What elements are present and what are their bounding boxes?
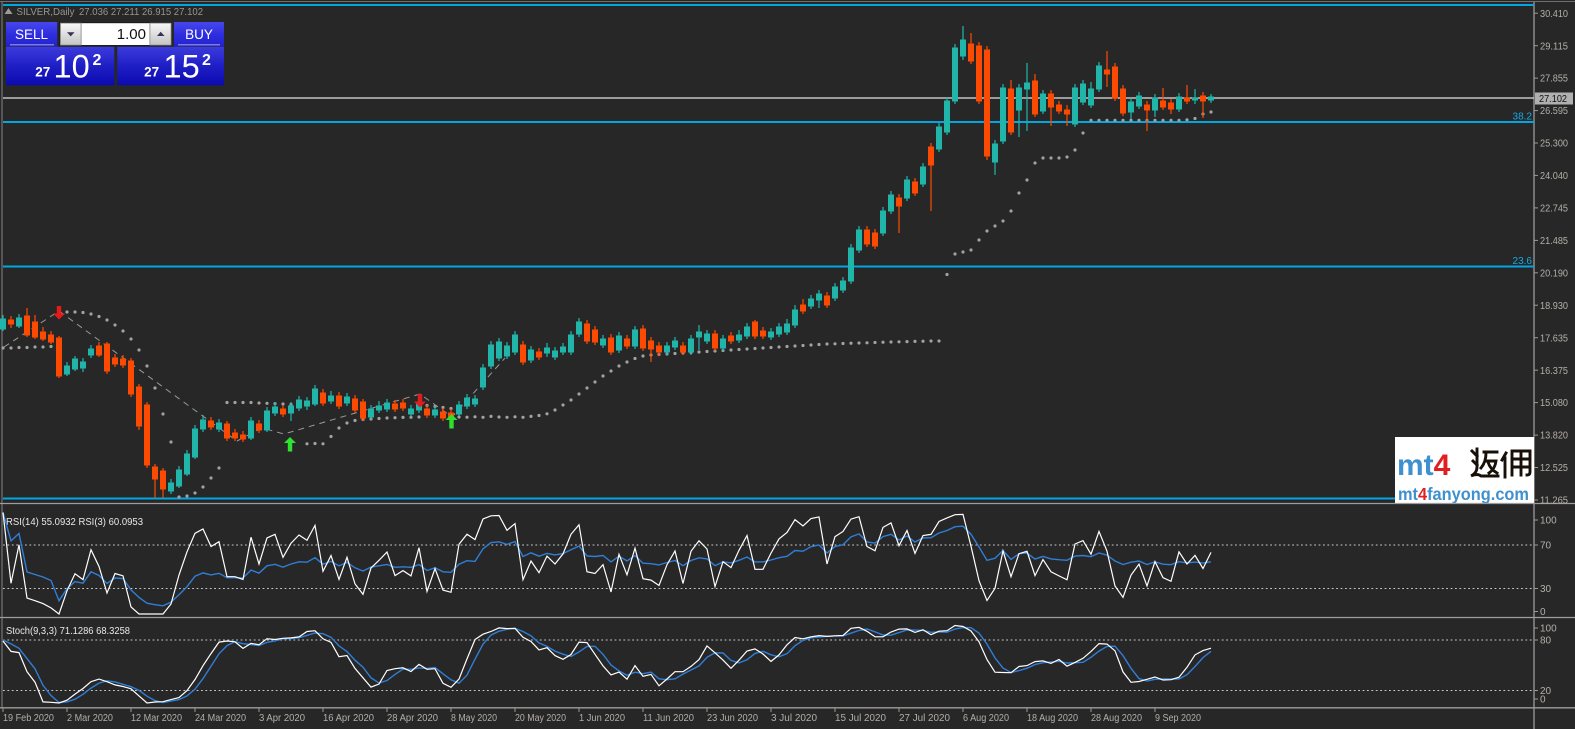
svg-text:20.190: 20.190 [1540,268,1568,279]
svg-text:26.595: 26.595 [1540,106,1568,117]
svg-text:3 Apr 2020: 3 Apr 2020 [259,713,305,724]
svg-text:9 Sep 2020: 9 Sep 2020 [1155,713,1201,724]
svg-text:mt4fanyong.com: mt4fanyong.com [1398,484,1529,504]
svg-text:27: 27 [144,65,159,80]
svg-text:10: 10 [54,48,90,84]
svg-text:Stoch(9,3,3) 71.1286 68.3258: Stoch(9,3,3) 71.1286 68.3258 [6,626,130,637]
svg-text:100: 100 [1540,624,1557,635]
svg-text:0: 0 [1540,607,1546,618]
svg-text:18 Aug 2020: 18 Aug 2020 [1027,713,1078,724]
svg-text:2: 2 [93,52,102,69]
svg-text:27.036 27.211 26.915 27.102: 27.036 27.211 26.915 27.102 [79,6,203,18]
svg-text:SELL: SELL [15,27,49,42]
svg-text:30.410: 30.410 [1540,9,1568,20]
svg-text:12.525: 12.525 [1540,463,1568,474]
svg-text:23 Jun 2020: 23 Jun 2020 [707,713,758,724]
svg-text:24 Mar 2020: 24 Mar 2020 [195,713,246,724]
svg-text:8 May 2020: 8 May 2020 [451,713,497,724]
svg-text:12 Mar 2020: 12 Mar 2020 [131,713,182,724]
svg-text:BUY: BUY [185,27,213,42]
svg-text:20 May 2020: 20 May 2020 [515,713,566,724]
svg-text:11 Jun 2020: 11 Jun 2020 [643,713,694,724]
svg-text:70: 70 [1540,541,1552,552]
svg-text:2: 2 [202,52,211,69]
svg-text:27.102: 27.102 [1539,94,1567,105]
svg-text:0: 0 [1540,695,1546,706]
svg-text:16.375: 16.375 [1540,366,1568,377]
svg-text:15 Jul 2020: 15 Jul 2020 [835,713,886,724]
svg-text:22.745: 22.745 [1540,204,1568,215]
svg-text:27 Jul 2020: 27 Jul 2020 [899,713,950,724]
svg-text:1 Jun 2020: 1 Jun 2020 [579,713,625,724]
svg-text:30: 30 [1540,584,1552,595]
svg-text:1.00: 1.00 [117,26,146,43]
svg-text:11.265: 11.265 [1540,496,1568,507]
svg-text:100: 100 [1540,516,1557,527]
svg-text:38.2: 38.2 [1513,112,1533,123]
svg-text:SILVER,Daily: SILVER,Daily [17,6,76,18]
svg-text:15: 15 [164,48,200,84]
svg-text:24.040: 24.040 [1540,171,1568,182]
svg-text:80: 80 [1540,636,1552,647]
svg-text:13.820: 13.820 [1540,431,1568,442]
svg-text:20: 20 [1540,686,1552,697]
svg-text:28 Apr 2020: 28 Apr 2020 [387,713,438,724]
svg-text:6 Aug 2020: 6 Aug 2020 [963,713,1009,724]
svg-text:mt4: mt4 [1397,449,1451,482]
svg-text:17.635: 17.635 [1540,333,1568,344]
svg-text:27.855: 27.855 [1540,74,1568,85]
svg-text:3 Jul 2020: 3 Jul 2020 [771,713,817,724]
svg-text:16 Apr 2020: 16 Apr 2020 [323,713,374,724]
svg-text:RSI(14) 55.0932 RSI(3) 60.095: RSI(14) 55.0932 RSI(3) 60.0953 [6,517,143,528]
svg-text:2 Mar 2020: 2 Mar 2020 [67,713,113,724]
svg-text:15.080: 15.080 [1540,398,1568,409]
svg-text:29.115: 29.115 [1540,41,1568,52]
svg-text:18.930: 18.930 [1540,301,1568,312]
svg-text:21.485: 21.485 [1540,236,1568,247]
svg-text:25.300: 25.300 [1540,139,1568,150]
svg-text:19 Feb 2020: 19 Feb 2020 [3,713,54,724]
svg-text:27: 27 [35,65,50,80]
svg-text:28 Aug 2020: 28 Aug 2020 [1091,713,1142,724]
svg-text:23.6: 23.6 [1513,256,1533,267]
